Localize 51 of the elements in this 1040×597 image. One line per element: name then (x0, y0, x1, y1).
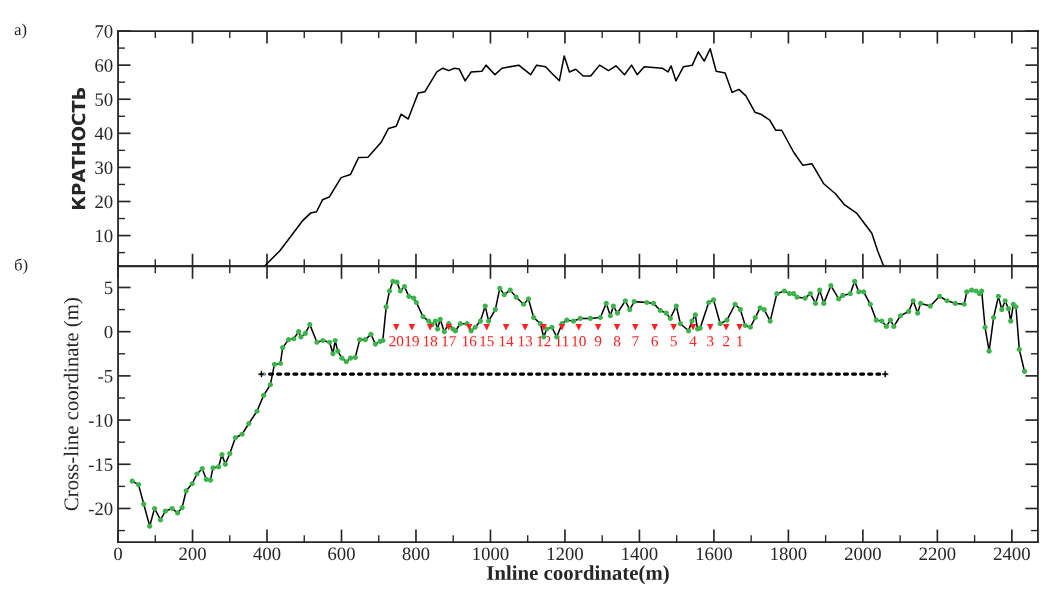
text: а) (14, 23, 27, 39)
annotation: 12 (537, 336, 551, 347)
y-axis-title: КРАТНОСТЬ (71, 87, 86, 210)
x-tick-label: 1600 (696, 547, 732, 561)
annotation: 20 (389, 336, 404, 347)
y-tick-label: -5 (98, 370, 113, 383)
y-axis-title: Cross-line coordinate (m) (63, 298, 83, 511)
y-tick-label: -10 (88, 414, 113, 427)
annotation: 9 (594, 336, 602, 347)
y-tick-label: 10 (96, 229, 113, 243)
annotation: 8 (613, 336, 621, 347)
x-tick-label: 200 (179, 547, 206, 561)
x-tick-label: 1200 (547, 547, 583, 561)
annotation: 13 (518, 336, 533, 347)
y-tick-label: 60 (95, 59, 113, 72)
y-tick-label: 40 (94, 127, 113, 140)
annotation: 7 (632, 336, 639, 347)
annotation: 15 (480, 336, 494, 347)
y-tick-label: -15 (88, 458, 113, 471)
x-tick-label: 400 (253, 547, 281, 561)
x-tick-label: 1400 (622, 547, 658, 561)
x-tick-label: 1000 (473, 547, 509, 561)
x-tick-label: 2000 (844, 547, 881, 561)
y-tick-label: 70 (95, 25, 113, 38)
annotation: 6 (651, 336, 659, 347)
x-tick-label: 1800 (771, 547, 807, 561)
annotation: 16 (462, 336, 477, 347)
x-tick-label: 800 (402, 547, 430, 561)
x-tick-label: 0 (114, 547, 123, 561)
annotation: 18 (423, 336, 438, 347)
x-axis-title: Inline coordinate(m) (486, 565, 669, 585)
y-tick-label: -20 (88, 502, 113, 516)
y-tick-label: 50 (95, 93, 113, 106)
annotation: 17 (442, 336, 456, 347)
x-tick-label: 600 (328, 547, 355, 561)
y-tick-label: 30 (95, 161, 113, 175)
x-tick-label: 2200 (919, 547, 956, 561)
annotation: 3 (707, 336, 714, 347)
annotation: 2 (723, 336, 730, 347)
annotation: 4 (689, 336, 697, 347)
line-series (263, 48, 885, 267)
x-tick-label: 2400 (993, 547, 1030, 561)
annotation: 14 (499, 336, 514, 347)
text: б) (14, 258, 28, 274)
annotation: 19 (405, 336, 419, 347)
annotation: 1 (737, 336, 743, 347)
y-tick-label: 5 (104, 281, 113, 295)
y-tick-label: 0 (104, 325, 113, 339)
y-tick-label: 20 (95, 195, 113, 209)
annotation: 10 (572, 336, 586, 347)
annotation: 5 (670, 336, 677, 347)
